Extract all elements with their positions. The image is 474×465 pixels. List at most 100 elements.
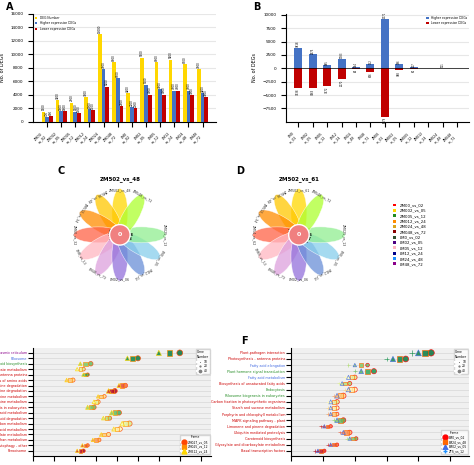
Text: 8800: 8800 [155,54,158,61]
Point [105,387,112,395]
Ellipse shape [80,232,123,260]
Point [349,435,357,442]
Text: 4600: 4600 [172,83,176,89]
Text: 1900: 1900 [87,101,91,107]
Ellipse shape [117,194,145,238]
Bar [352,67,360,68]
Point [124,355,131,362]
Legend: ZM027_vs_05, ZM025_vs_12, ZM512_vs_24: ZM027_vs_05, ZM025_vs_12, ZM512_vs_24 [181,434,210,454]
Text: ZM512_vs_34: ZM512_vs_34 [253,202,267,223]
Text: 1783: 1783 [339,52,344,58]
Bar [98,34,102,122]
Point [341,373,349,381]
Point [314,447,322,454]
Point [421,349,428,357]
Text: 4600: 4600 [176,83,180,89]
Point [415,349,422,357]
Text: 2070: 2070 [339,80,344,86]
Point [76,365,84,373]
Bar [59,111,63,122]
Text: 181: 181 [295,225,303,229]
Point [73,365,81,373]
Point [100,414,107,422]
Point [95,436,103,444]
Text: 395: 395 [295,241,303,245]
Text: 247: 247 [288,229,296,233]
Text: 1208: 1208 [122,233,133,237]
Point [337,417,344,424]
Text: 4600: 4600 [186,83,191,89]
Point [345,361,352,369]
Text: LM65_vs_13: LM65_vs_13 [253,248,267,267]
Text: 1600: 1600 [59,103,63,110]
Ellipse shape [253,227,302,243]
Point [333,441,341,448]
Text: 101: 101 [440,62,445,67]
Point [80,371,87,379]
Bar [294,68,302,88]
Text: 481: 481 [109,229,117,233]
Bar [119,106,123,122]
Text: 4200: 4200 [126,85,130,92]
Point [330,417,337,424]
Bar [77,113,81,122]
Point [333,398,341,405]
Text: C: C [57,166,64,177]
Point [348,373,356,381]
Text: 8: 8 [122,226,125,230]
Point [121,382,129,389]
Text: 9079: 9079 [383,117,387,123]
Point [73,447,81,454]
Text: 2200: 2200 [130,99,134,106]
Point [320,423,328,430]
Bar [127,93,130,122]
Text: ZM502_vs_48: ZM502_vs_48 [109,188,131,192]
Bar [116,78,119,122]
Text: LM8_vs_13: LM8_vs_13 [75,249,87,266]
Text: 6500: 6500 [116,70,120,77]
Point [82,442,89,449]
Point [351,373,359,381]
Point [115,382,123,389]
Point [92,398,100,405]
Text: 1600: 1600 [63,103,67,110]
Ellipse shape [274,194,302,238]
Text: 752: 752 [368,59,373,64]
Y-axis label: No. of DEGs: No. of DEGs [0,53,5,82]
Ellipse shape [291,189,307,238]
Bar [63,111,67,122]
Bar [323,65,331,68]
Bar [204,98,208,122]
Point [318,423,325,430]
Ellipse shape [296,194,324,238]
Point [176,349,183,357]
Bar [140,58,144,122]
Point [370,367,378,375]
Text: LM48_vs_73: LM48_vs_73 [267,267,286,280]
Point [111,387,118,395]
Text: 9271: 9271 [383,12,387,18]
Point [338,380,346,387]
Text: 3818: 3818 [296,41,301,47]
Point [346,429,354,436]
Point [79,442,86,449]
Text: ZM502_vs_61: ZM502_vs_61 [278,177,319,182]
Bar [70,103,73,122]
Ellipse shape [117,227,166,243]
Bar [197,69,201,122]
Bar [84,98,88,122]
Point [352,435,360,442]
Text: F: F [241,336,248,345]
Point [82,360,89,367]
Text: ZM512_vs_34: ZM512_vs_34 [73,202,88,223]
Point [76,447,84,454]
Ellipse shape [258,210,302,238]
Text: 1516: 1516 [301,233,312,237]
Ellipse shape [117,232,160,260]
Point [357,361,365,369]
Bar [337,59,346,68]
Ellipse shape [80,210,123,238]
Text: 2800: 2800 [70,95,73,101]
Text: 676: 676 [368,73,373,77]
Bar [102,69,105,122]
